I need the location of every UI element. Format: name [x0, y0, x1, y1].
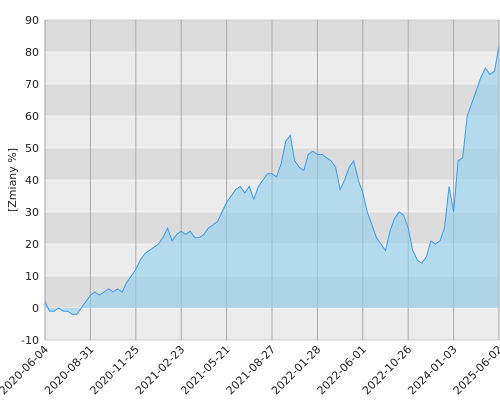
- y-tick-label: 0: [32, 302, 39, 315]
- y-tick-label: 20: [25, 238, 39, 251]
- y-tick-label: 90: [25, 14, 39, 27]
- area: [45, 45, 499, 315]
- y-tick-label: 30: [25, 206, 39, 219]
- plot-border: [44, 19, 500, 341]
- y-tick-label: 50: [25, 142, 39, 155]
- y-tick-label: 10: [25, 270, 39, 283]
- y-tick-label: 80: [25, 46, 39, 59]
- y-tick-label: 40: [25, 174, 39, 187]
- y-tick-label: 70: [25, 78, 39, 91]
- y-tick-label: 60: [25, 110, 39, 123]
- y-axis-label: [Zmiany %]: [6, 148, 19, 212]
- y-tick-label: -10: [21, 334, 39, 347]
- line: [44, 45, 500, 315]
